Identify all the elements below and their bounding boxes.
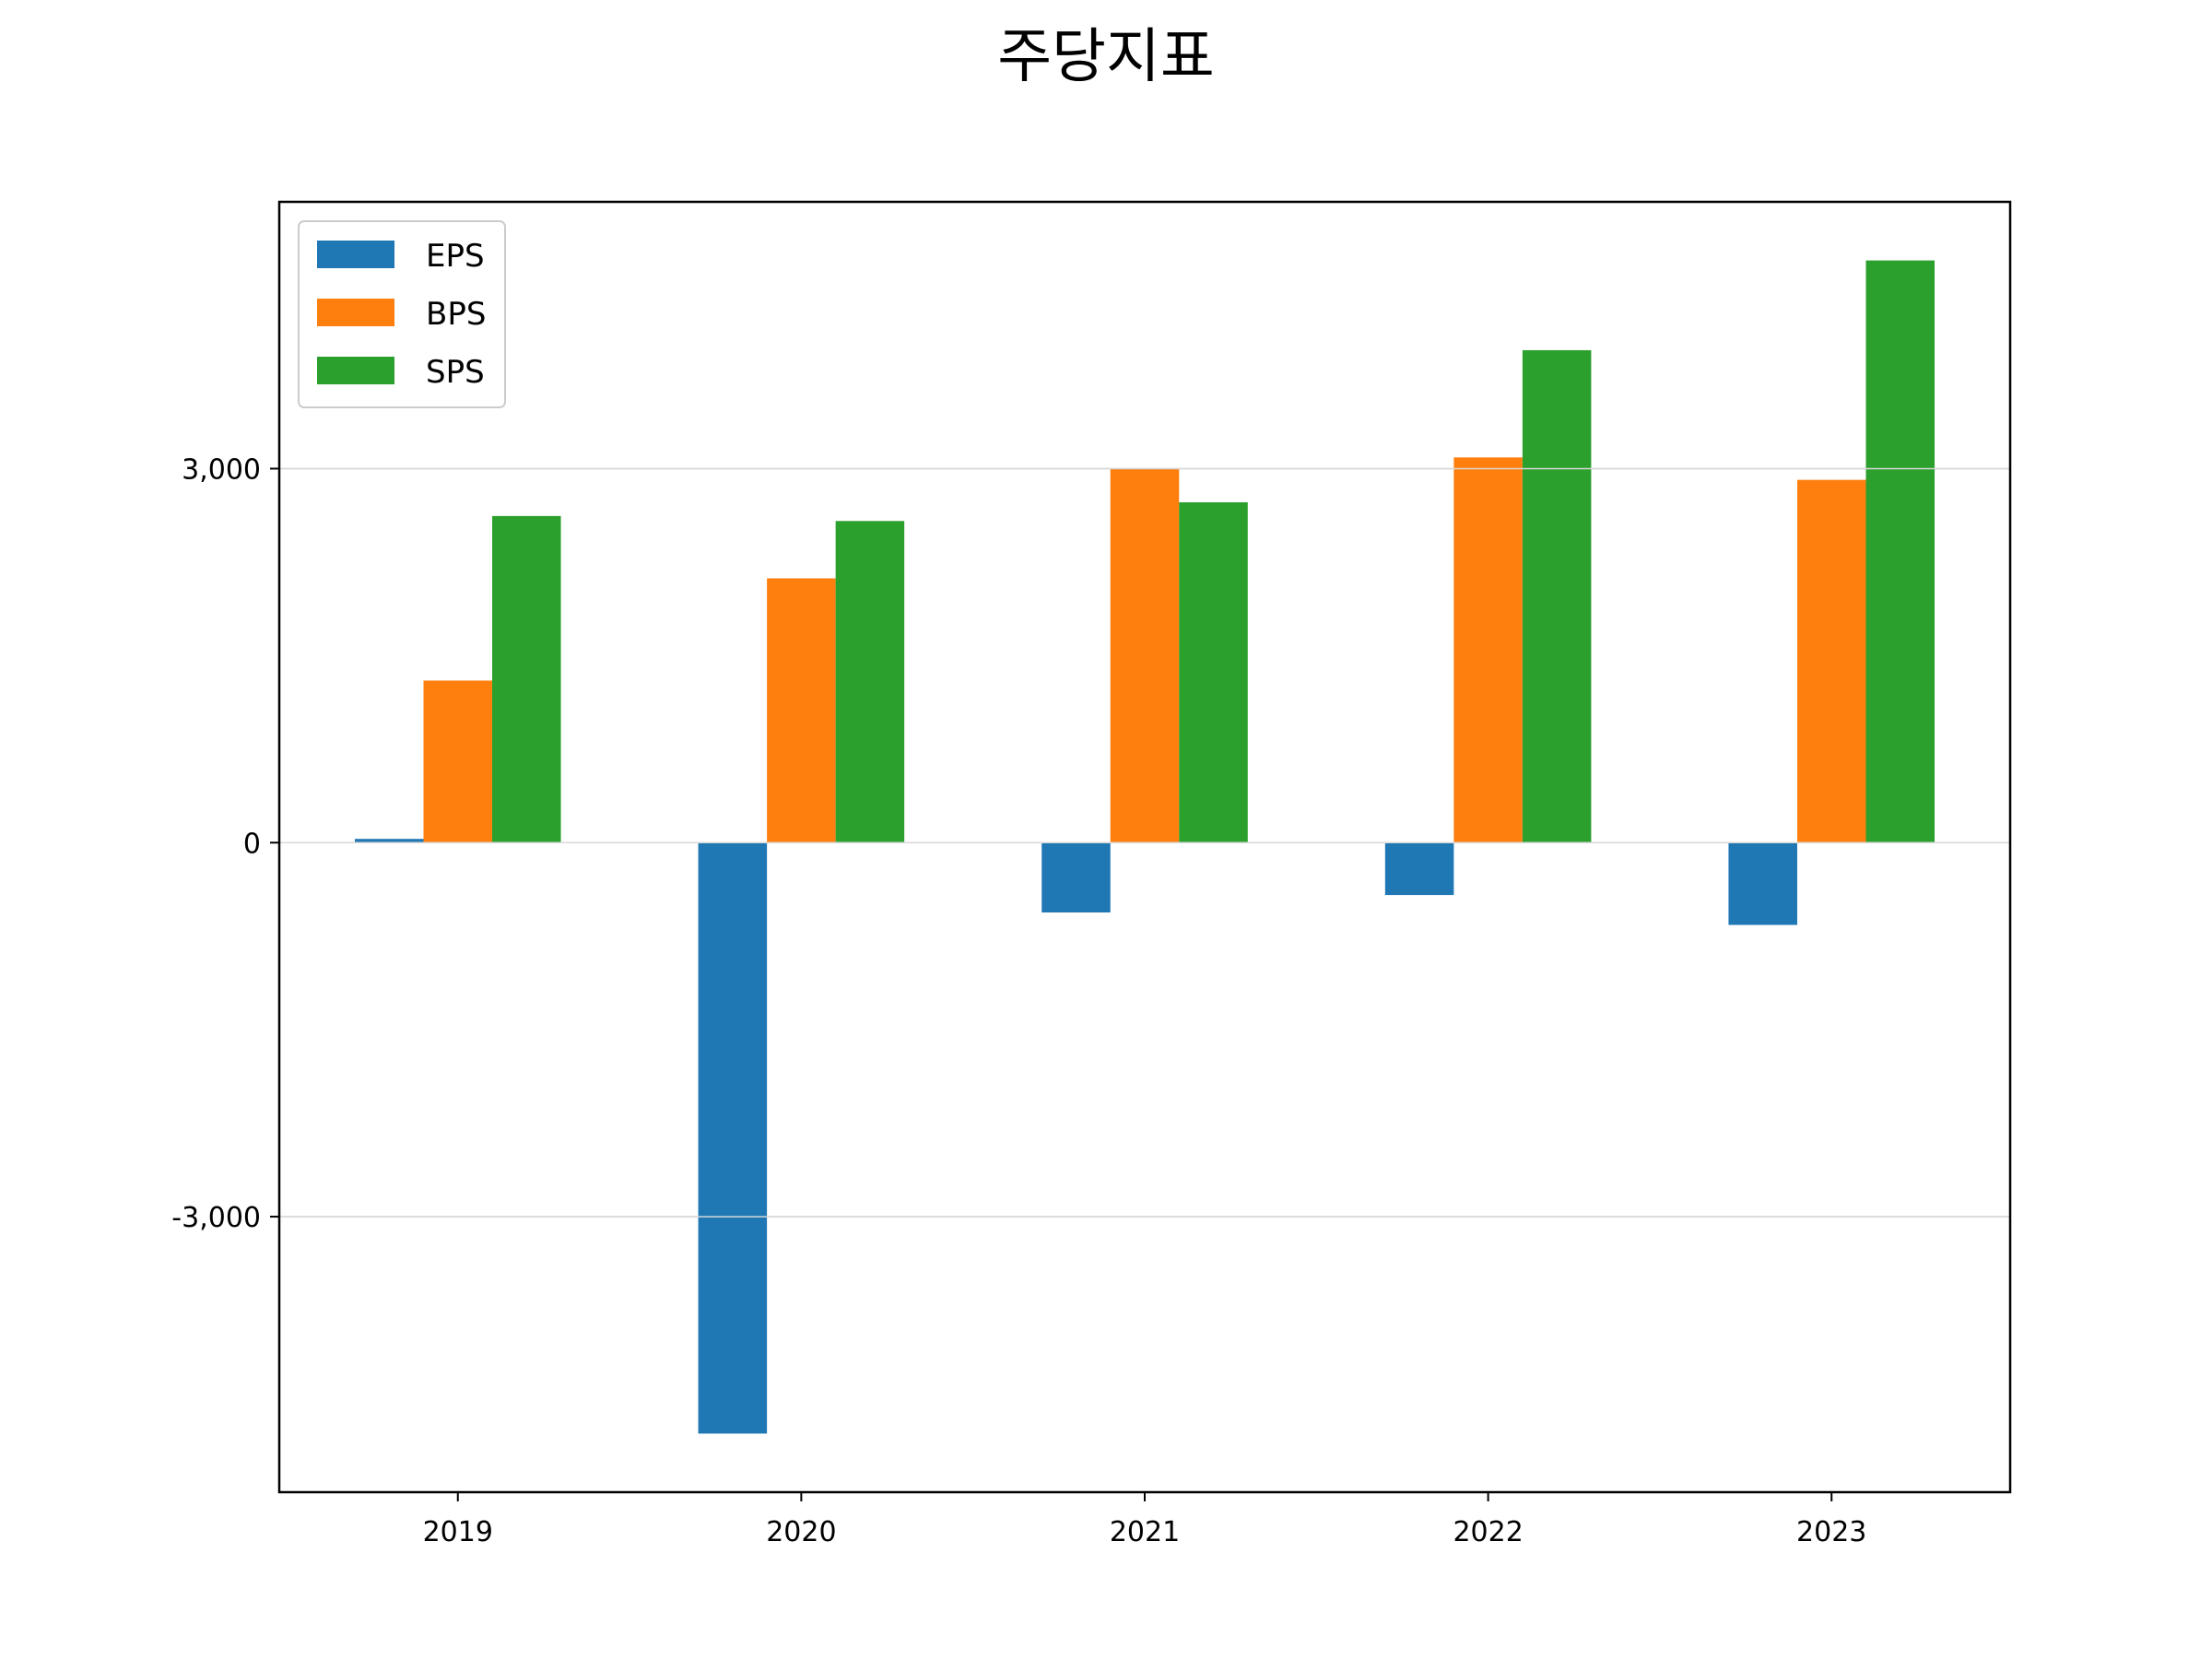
bar-bps-2019 <box>423 680 493 843</box>
x-tick-label: 2021 <box>1110 1516 1180 1548</box>
legend-label-eps: EPS <box>426 238 485 275</box>
legend-swatch-bps <box>317 299 394 326</box>
bar-bps-2022 <box>1453 457 1523 843</box>
bar-sps-2022 <box>1522 349 1592 843</box>
legend-swatch-sps <box>317 357 394 384</box>
bar-sps-2023 <box>1865 260 1936 843</box>
bar-eps-2022 <box>1384 842 1454 896</box>
legend-label-bps: BPS <box>426 296 486 333</box>
chart-title: 주당지표 <box>997 23 1215 91</box>
y-tick-label: 0 <box>243 828 261 860</box>
bar-eps-2021 <box>1041 842 1111 913</box>
y-tick-label: -3,000 <box>171 1202 261 1234</box>
bar-eps-2023 <box>1728 842 1797 925</box>
x-tick-label: 2020 <box>766 1516 836 1548</box>
x-tick-label: 2019 <box>423 1516 493 1548</box>
bar-sps-2021 <box>1179 501 1248 843</box>
x-tick-label: 2022 <box>1453 1516 1523 1548</box>
legend-swatch-eps <box>317 241 394 268</box>
bar-sps-2020 <box>835 521 905 843</box>
bar-eps-2019 <box>354 839 424 843</box>
bar-eps-2020 <box>698 842 768 1434</box>
y-tick-label: 3,000 <box>182 453 261 486</box>
bar-bps-2023 <box>1796 479 1866 843</box>
bar-bps-2020 <box>767 578 836 843</box>
bar-bps-2021 <box>1110 468 1180 843</box>
legend-label-sps: SPS <box>426 354 485 391</box>
x-tick-label: 2023 <box>1796 1516 1866 1548</box>
bar-sps-2019 <box>492 515 561 843</box>
